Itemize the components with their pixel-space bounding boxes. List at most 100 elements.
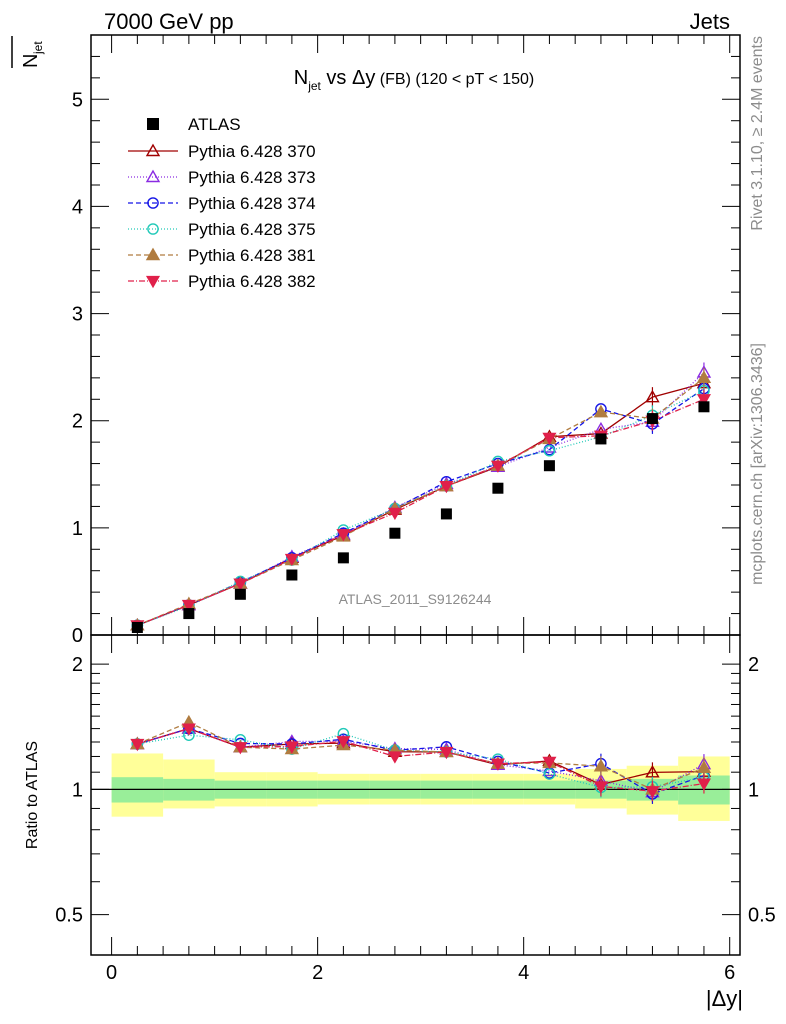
legend: ATLAS Pythia 6.428 370 Pythia 6.428 373 Pyt… xyxy=(128,115,316,291)
ratio-frame xyxy=(90,634,741,956)
main-panel: 0 1 2 3 4 5 ATLAS_2011_S9126244 Njet vs Δy (F… xyxy=(72,34,741,647)
main-ytick-label: 0 xyxy=(72,625,83,647)
main-ylabel: N jet xyxy=(11,36,45,68)
ratio-marker xyxy=(130,738,145,752)
ratio-ticks: 0.5 0.5 1 1 2 2 0 2 4 6 xyxy=(55,635,776,984)
series-marker xyxy=(387,507,402,521)
data-point xyxy=(492,482,504,494)
series-marker xyxy=(696,394,711,407)
legend-label: Pythia 6.428 375 xyxy=(188,220,316,239)
data-point xyxy=(698,401,710,413)
main-ytick-label: 1 xyxy=(72,518,83,540)
mcplots-label: mcplots.cern.ch [arXiv:1306.3436] xyxy=(749,343,766,585)
legend-label: Pythia 6.428 370 xyxy=(188,142,316,161)
legend-marker xyxy=(145,143,161,157)
ratio-marker xyxy=(696,778,711,791)
ratio-ytick-label-right: 2 xyxy=(748,654,759,676)
chart-title: Njet vs Δy (FB) (120 < pT < 150) xyxy=(294,67,535,93)
watermark: ATLAS_2011_S9126244 xyxy=(339,591,492,607)
ratio-ylabel: Ratio to ATLAS xyxy=(24,741,41,849)
series-marker xyxy=(284,553,299,567)
series-marker xyxy=(336,529,351,542)
xtick-label: 2 xyxy=(312,962,323,984)
ratio-ytick-label-right: 1 xyxy=(748,779,759,801)
ratio-marker xyxy=(593,758,609,772)
legend-label: Pythia 6.428 381 xyxy=(188,246,316,265)
ratio-marker xyxy=(284,741,299,754)
series-line xyxy=(137,388,705,626)
ratio-ytick-label-left: 1 xyxy=(72,779,83,801)
legend-label: Pythia 6.428 374 xyxy=(188,194,316,213)
data-point xyxy=(389,527,401,539)
legend-marker xyxy=(147,197,159,209)
ratio-series-line xyxy=(137,727,705,795)
data-point xyxy=(234,588,246,600)
legend-data-marker xyxy=(147,118,159,130)
ratio-panel: 0.5 0.5 1 1 2 2 0 2 4 6 xyxy=(55,634,776,984)
series-marker xyxy=(696,370,712,384)
legend-label: Pythia 6.428 382 xyxy=(188,272,316,291)
ratio-ytick-label-right: 0.5 xyxy=(748,905,776,927)
legend-marker xyxy=(145,275,161,289)
ratio-ytick-label-left: 2 xyxy=(72,654,83,676)
series-line xyxy=(137,398,705,626)
header-right: Jets xyxy=(690,9,730,34)
data-point xyxy=(286,569,298,581)
series-marker xyxy=(645,389,660,403)
ratio-marker xyxy=(490,758,505,771)
legend-marker xyxy=(145,169,161,183)
ratio-series-line xyxy=(137,721,705,791)
series-line xyxy=(137,390,705,626)
ratio-series-line xyxy=(137,727,705,792)
legend-data-label: ATLAS xyxy=(188,115,241,134)
title-rest: vs Δy xyxy=(321,67,375,89)
main-ytick-label: 5 xyxy=(72,89,83,111)
ratio-ytick-label-left: 0.5 xyxy=(55,905,83,927)
legend-marker xyxy=(147,223,159,235)
ratio-marker xyxy=(645,786,660,799)
series-marker xyxy=(490,460,505,473)
legend-marker xyxy=(145,247,161,261)
ratio-marker xyxy=(181,723,196,736)
data-point xyxy=(440,508,452,520)
header-left: 7000 GeV pp xyxy=(104,9,234,34)
data-point xyxy=(646,413,658,425)
data-point xyxy=(183,608,195,620)
series-line xyxy=(137,377,705,626)
title-small: (FB) (120 < pT < 150) xyxy=(375,71,534,88)
main-ytick-label: 4 xyxy=(72,196,83,218)
main-ytick-label: 2 xyxy=(72,411,83,433)
series-line xyxy=(137,382,705,626)
ratio-marker xyxy=(439,746,454,760)
rivet-label: Rivet 3.1.10, ≥ 2.4M events xyxy=(749,36,766,231)
series-marker xyxy=(542,432,557,446)
xtick-label: 4 xyxy=(518,962,529,984)
ratio-series xyxy=(130,714,712,804)
series-marker xyxy=(439,480,454,494)
ratio-marker xyxy=(336,736,351,749)
ratio-series-group xyxy=(130,723,711,802)
main-ytick-label: 3 xyxy=(72,304,83,326)
ratio-marker xyxy=(696,760,712,774)
series-group xyxy=(130,362,712,631)
main-ylabel-text: N xyxy=(20,54,42,68)
ratio-marker xyxy=(593,781,608,794)
xtick-label: 6 xyxy=(724,962,735,984)
title-main: N xyxy=(294,67,308,89)
series-marker xyxy=(543,444,556,457)
main-ylabel-sub: jet xyxy=(31,41,45,55)
series-marker xyxy=(181,599,196,613)
x-axis-label: |Δy| xyxy=(706,986,743,1011)
data-point xyxy=(131,622,143,633)
title-sub: jet xyxy=(307,79,321,93)
ratio-marker xyxy=(542,756,557,770)
data-point xyxy=(595,433,607,445)
data-point xyxy=(337,552,349,564)
ratio-marker xyxy=(387,751,402,764)
data-point xyxy=(543,460,555,472)
xtick-label: 0 xyxy=(106,962,117,984)
ratio-marker xyxy=(233,742,248,755)
series-marker xyxy=(233,578,248,591)
main-ticks: 0 1 2 3 4 5 xyxy=(72,35,740,647)
